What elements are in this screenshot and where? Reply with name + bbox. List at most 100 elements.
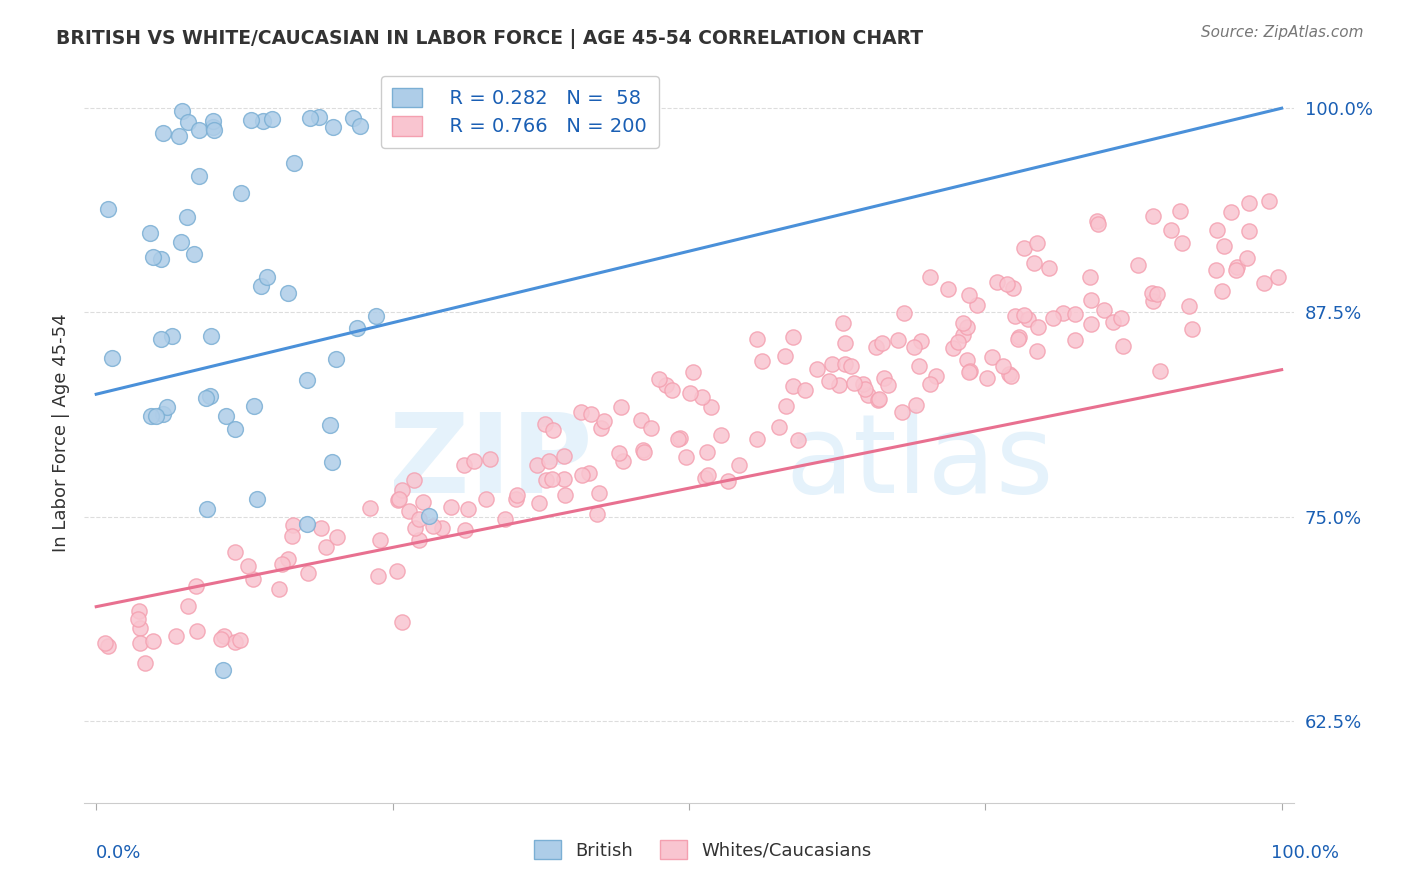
Point xyxy=(870,335,893,350)
Point xyxy=(893,306,915,320)
Point xyxy=(1237,224,1260,238)
Point xyxy=(238,559,260,574)
Point xyxy=(283,155,305,169)
Point xyxy=(806,361,828,376)
Point xyxy=(176,210,198,224)
Point xyxy=(195,501,218,516)
Point xyxy=(995,277,1018,291)
Point xyxy=(952,327,974,342)
Point xyxy=(398,503,420,517)
Point xyxy=(139,226,162,240)
Point xyxy=(554,487,576,501)
Point xyxy=(630,412,652,426)
Point xyxy=(976,370,998,384)
Point xyxy=(794,383,817,397)
Point xyxy=(986,276,1008,290)
Point xyxy=(1092,302,1115,317)
Point xyxy=(818,374,841,388)
Point xyxy=(229,186,252,201)
Point xyxy=(727,458,749,472)
Point xyxy=(256,269,278,284)
Point xyxy=(432,521,454,535)
Point xyxy=(129,636,152,650)
Point xyxy=(631,442,654,457)
Point xyxy=(101,351,124,365)
Point xyxy=(201,113,224,128)
Point xyxy=(612,454,634,468)
Point xyxy=(368,533,391,547)
Point xyxy=(134,657,156,671)
Point xyxy=(322,120,344,134)
Point xyxy=(453,458,475,472)
Point xyxy=(1142,285,1164,300)
Point xyxy=(388,492,411,507)
Point xyxy=(1078,269,1101,284)
Point xyxy=(494,512,516,526)
Point xyxy=(690,390,713,404)
Point xyxy=(297,372,319,386)
Point xyxy=(679,385,702,400)
Point xyxy=(773,349,796,363)
Point xyxy=(1017,311,1039,326)
Point xyxy=(1004,309,1026,323)
Point xyxy=(391,615,413,629)
Point xyxy=(128,621,150,635)
Point xyxy=(211,664,233,678)
Point xyxy=(1225,263,1247,277)
Point xyxy=(506,488,529,502)
Point xyxy=(224,545,246,559)
Point xyxy=(1181,322,1204,336)
Point xyxy=(454,523,477,537)
Point xyxy=(96,202,118,216)
Point xyxy=(942,342,965,356)
Point xyxy=(94,636,117,650)
Point xyxy=(569,405,592,419)
Point xyxy=(281,517,304,532)
Point xyxy=(391,483,413,498)
Point xyxy=(924,368,946,383)
Point xyxy=(998,367,1021,381)
Point xyxy=(908,359,931,373)
Point xyxy=(1000,368,1022,383)
Point xyxy=(269,582,291,596)
Point xyxy=(1063,308,1085,322)
Point xyxy=(821,357,844,371)
Point xyxy=(905,398,928,412)
Point xyxy=(868,392,890,406)
Point xyxy=(128,604,150,618)
Point xyxy=(184,579,207,593)
Point xyxy=(887,333,910,347)
Point xyxy=(946,334,969,349)
Point xyxy=(170,235,193,249)
Point xyxy=(1206,223,1229,237)
Text: 100.0%: 100.0% xyxy=(1271,844,1339,862)
Point xyxy=(1170,203,1192,218)
Point xyxy=(212,629,235,643)
Point xyxy=(956,353,979,368)
Point xyxy=(648,372,671,386)
Point xyxy=(842,376,865,391)
Point xyxy=(505,491,527,506)
Point xyxy=(194,391,217,405)
Point xyxy=(441,112,464,127)
Point xyxy=(463,454,485,468)
Point xyxy=(553,449,575,463)
Point xyxy=(366,309,388,323)
Point xyxy=(865,340,887,354)
Legend: British, Whites/Caucasians: British, Whites/Caucasians xyxy=(527,833,879,867)
Point xyxy=(834,336,856,351)
Point xyxy=(633,445,655,459)
Point xyxy=(1146,287,1168,301)
Point xyxy=(1149,364,1171,378)
Point xyxy=(966,298,988,312)
Point xyxy=(1080,293,1102,307)
Point xyxy=(918,377,941,392)
Point xyxy=(610,400,633,414)
Point xyxy=(384,120,406,135)
Point xyxy=(186,624,208,639)
Point xyxy=(201,120,224,134)
Point xyxy=(412,495,434,509)
Point xyxy=(675,450,697,464)
Point xyxy=(834,357,856,371)
Point xyxy=(553,472,575,486)
